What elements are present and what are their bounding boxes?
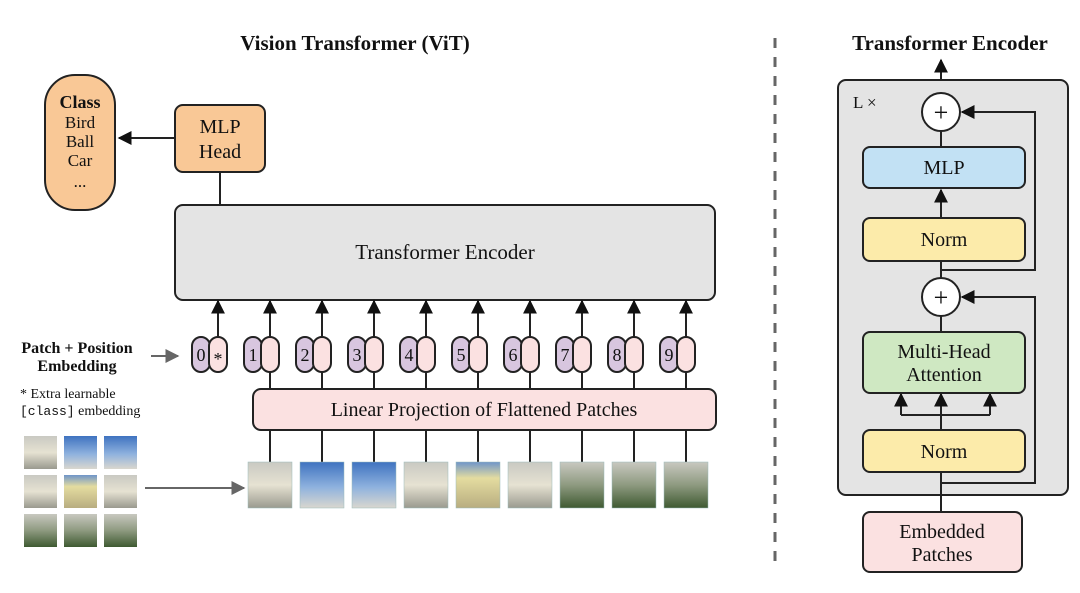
patch-embedding (416, 336, 436, 373)
patch-embedding (624, 336, 644, 373)
patch-embedding (364, 336, 384, 373)
patch-embedding (520, 336, 540, 373)
add-circle (921, 277, 961, 317)
position-number: 6 (509, 345, 518, 365)
patch-row (247, 430, 709, 509)
patch-embedding (572, 336, 592, 373)
image-patch (247, 461, 293, 509)
class-code: [class] (20, 404, 75, 419)
image-patch (559, 461, 605, 509)
image-patch (104, 475, 137, 508)
image-patch (351, 461, 397, 509)
class-output-box (44, 74, 116, 211)
token-row: 0 * 1 2 3 4 5 6 7 8 9 (191, 299, 696, 389)
plus-icon: + (934, 283, 949, 312)
class-item: Bird (65, 113, 96, 132)
image-patch (507, 461, 553, 509)
image-patch (24, 436, 57, 469)
encoder-detail-title: Transformer Encoder (852, 31, 1048, 55)
patch-embedding (312, 336, 332, 373)
position-number: 4 (405, 345, 414, 365)
class-title: Class (59, 92, 100, 112)
class-item: Ball (66, 132, 95, 151)
image-patch (64, 436, 97, 469)
vit-title: Vision Transformer (ViT) (240, 31, 469, 55)
image-patch (455, 461, 501, 509)
position-number: 9 (665, 345, 674, 365)
extra-note-rest: embedding (75, 404, 141, 419)
projection-label: Linear Projection of Flattened Patches (331, 399, 638, 421)
position-number: 1 (249, 345, 258, 365)
mlp-head-label: Head (199, 141, 241, 163)
residual-connection (941, 105, 1036, 271)
image-patch (24, 514, 57, 547)
repeat-label: L × (853, 93, 877, 112)
attention-label: Multi-Head (897, 341, 990, 363)
mlp-box (862, 146, 1026, 189)
encoder-label: Transformer Encoder (355, 240, 534, 264)
embedding-label: Patch + Position (21, 340, 132, 357)
class-token-marker: * (214, 349, 223, 369)
image-patch (64, 514, 97, 547)
class-token (208, 336, 228, 373)
embedded-patches-box (862, 511, 1023, 573)
image-patch (104, 436, 137, 469)
image-patch-grid (24, 436, 137, 547)
image-patch (24, 475, 57, 508)
image-patch (64, 475, 97, 508)
attention-label: Attention (906, 364, 982, 386)
norm-box (862, 217, 1026, 262)
norm-label: Norm (921, 229, 968, 251)
position-number: 3 (353, 345, 362, 365)
class-item: Car (68, 151, 93, 170)
position-number: 8 (613, 345, 622, 365)
patch-embedding (468, 336, 488, 373)
patch-embedding (260, 336, 280, 373)
position-number: 0 (197, 345, 206, 365)
mlp-head-label: MLP (199, 116, 240, 138)
position-number: 5 (457, 345, 466, 365)
residual-connection (941, 290, 1036, 484)
plus-icon: + (934, 98, 949, 127)
linear-projection-box (252, 388, 717, 431)
class-item: ... (74, 172, 87, 191)
extra-note: * Extra learnable (20, 387, 116, 402)
embedding-label: Embedding (37, 358, 116, 375)
image-patch (611, 461, 657, 509)
image-patch (104, 514, 137, 547)
patch-embedding (676, 336, 696, 373)
norm-box (862, 429, 1026, 473)
position-number: 2 (301, 345, 310, 365)
extra-note-line2: [class] embedding (20, 404, 140, 419)
transformer-encoder-box (174, 204, 716, 301)
add-circle (921, 92, 961, 132)
norm-label: Norm (921, 441, 968, 463)
position-number: 7 (561, 345, 570, 365)
embedded-patches-label: Patches (911, 544, 972, 566)
mlp-label: MLP (923, 157, 964, 179)
image-patch (403, 461, 449, 509)
embedded-patches-label: Embedded (899, 521, 985, 543)
attention-box (862, 331, 1026, 394)
image-patch (299, 461, 345, 509)
image-patch (663, 461, 709, 509)
